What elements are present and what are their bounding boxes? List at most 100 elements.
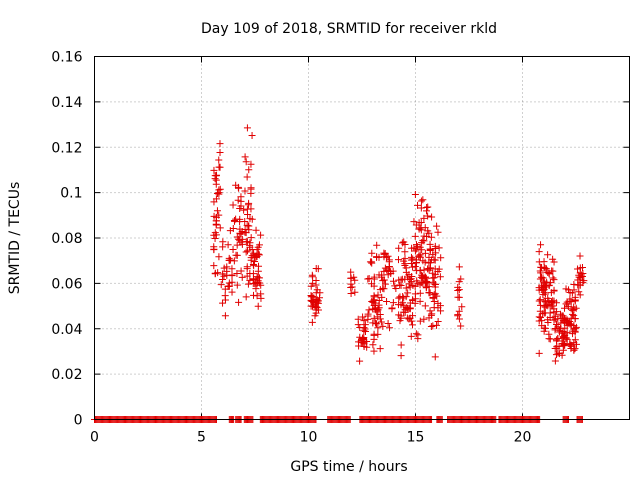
x-tick-label: 10 (300, 430, 318, 446)
data-point (574, 265, 582, 273)
y-tick-label: 0 (74, 413, 83, 429)
data-point (238, 273, 246, 281)
data-point (241, 228, 249, 236)
data-point (370, 347, 378, 355)
data-point (243, 124, 251, 132)
data-point (567, 345, 575, 353)
data-point (377, 318, 385, 326)
data-point (389, 299, 397, 307)
y-tick-label: 0.04 (51, 322, 82, 338)
data-point (389, 267, 397, 275)
data-point (563, 335, 571, 343)
data-point (455, 307, 463, 315)
data-point (211, 229, 219, 237)
data-point (233, 281, 241, 289)
data-point (379, 322, 387, 330)
data-point (313, 298, 321, 306)
data-point (242, 248, 250, 256)
data-point (418, 239, 426, 247)
data-point (213, 207, 221, 215)
data-point (425, 229, 433, 237)
data-point (216, 140, 224, 148)
x-axis-ticks: 0 5 10 15 20 (90, 56, 531, 446)
data-point (540, 309, 548, 317)
data-point (370, 330, 378, 338)
data-point (419, 257, 427, 265)
data-point (211, 175, 219, 183)
data-point (245, 166, 253, 174)
data-point (365, 275, 373, 282)
data-point (359, 313, 367, 321)
data-point (537, 241, 545, 249)
data-point (370, 273, 378, 281)
data-point (425, 259, 433, 267)
data-point (455, 315, 463, 323)
data-point (216, 224, 224, 232)
data-point (416, 289, 424, 297)
data-point (373, 320, 381, 328)
data-point (368, 259, 376, 267)
data-point (397, 312, 405, 320)
data-point (257, 231, 265, 239)
data-point (417, 273, 425, 281)
data-point (233, 241, 241, 249)
data-point (401, 248, 409, 256)
data-point (568, 310, 576, 318)
data-point (375, 271, 383, 279)
data-point (212, 213, 220, 221)
data-point (228, 265, 236, 273)
data-point (535, 258, 543, 266)
data-point (402, 268, 410, 276)
data-point (428, 213, 436, 221)
data-point (216, 185, 224, 193)
data-point (417, 197, 425, 205)
data-point (249, 261, 257, 269)
data-point (217, 281, 225, 289)
data-point (576, 291, 584, 299)
data-point (383, 266, 391, 274)
data-point (371, 319, 379, 327)
data-point (253, 292, 261, 300)
data-point (383, 254, 391, 262)
data-point (243, 247, 251, 255)
data-point (423, 277, 431, 285)
data-point (454, 311, 462, 319)
data-point (237, 197, 245, 205)
data-point (376, 345, 384, 353)
data-point (381, 249, 389, 257)
data-point (237, 267, 245, 275)
data-point (554, 349, 562, 357)
data-point (567, 298, 575, 306)
data-point (562, 285, 570, 293)
data-point (544, 294, 552, 302)
data-point (362, 328, 369, 336)
data-point (570, 311, 578, 319)
data-point (251, 258, 259, 266)
data-point (565, 303, 573, 311)
data-point (573, 340, 581, 348)
data-point (373, 241, 381, 249)
data-point (413, 259, 420, 267)
data-point (549, 274, 557, 282)
data-point (248, 215, 256, 223)
data-point (366, 258, 374, 266)
x-tick-label: 0 (90, 430, 99, 446)
data-point (348, 283, 356, 291)
data-point (415, 219, 423, 227)
data-point (309, 273, 317, 281)
data-point (426, 246, 434, 254)
y-tick-label: 0.06 (51, 276, 82, 292)
data-point (434, 228, 442, 236)
data-point (314, 265, 322, 273)
data-point (211, 235, 219, 243)
data-point (576, 252, 584, 260)
data-point (308, 318, 316, 326)
data-point (385, 258, 393, 266)
data-point (373, 253, 381, 261)
data-point (245, 226, 253, 234)
data-point (545, 269, 553, 277)
data-point (424, 212, 432, 220)
data-point (376, 286, 384, 294)
data-point (246, 276, 254, 284)
data-point (571, 297, 579, 305)
